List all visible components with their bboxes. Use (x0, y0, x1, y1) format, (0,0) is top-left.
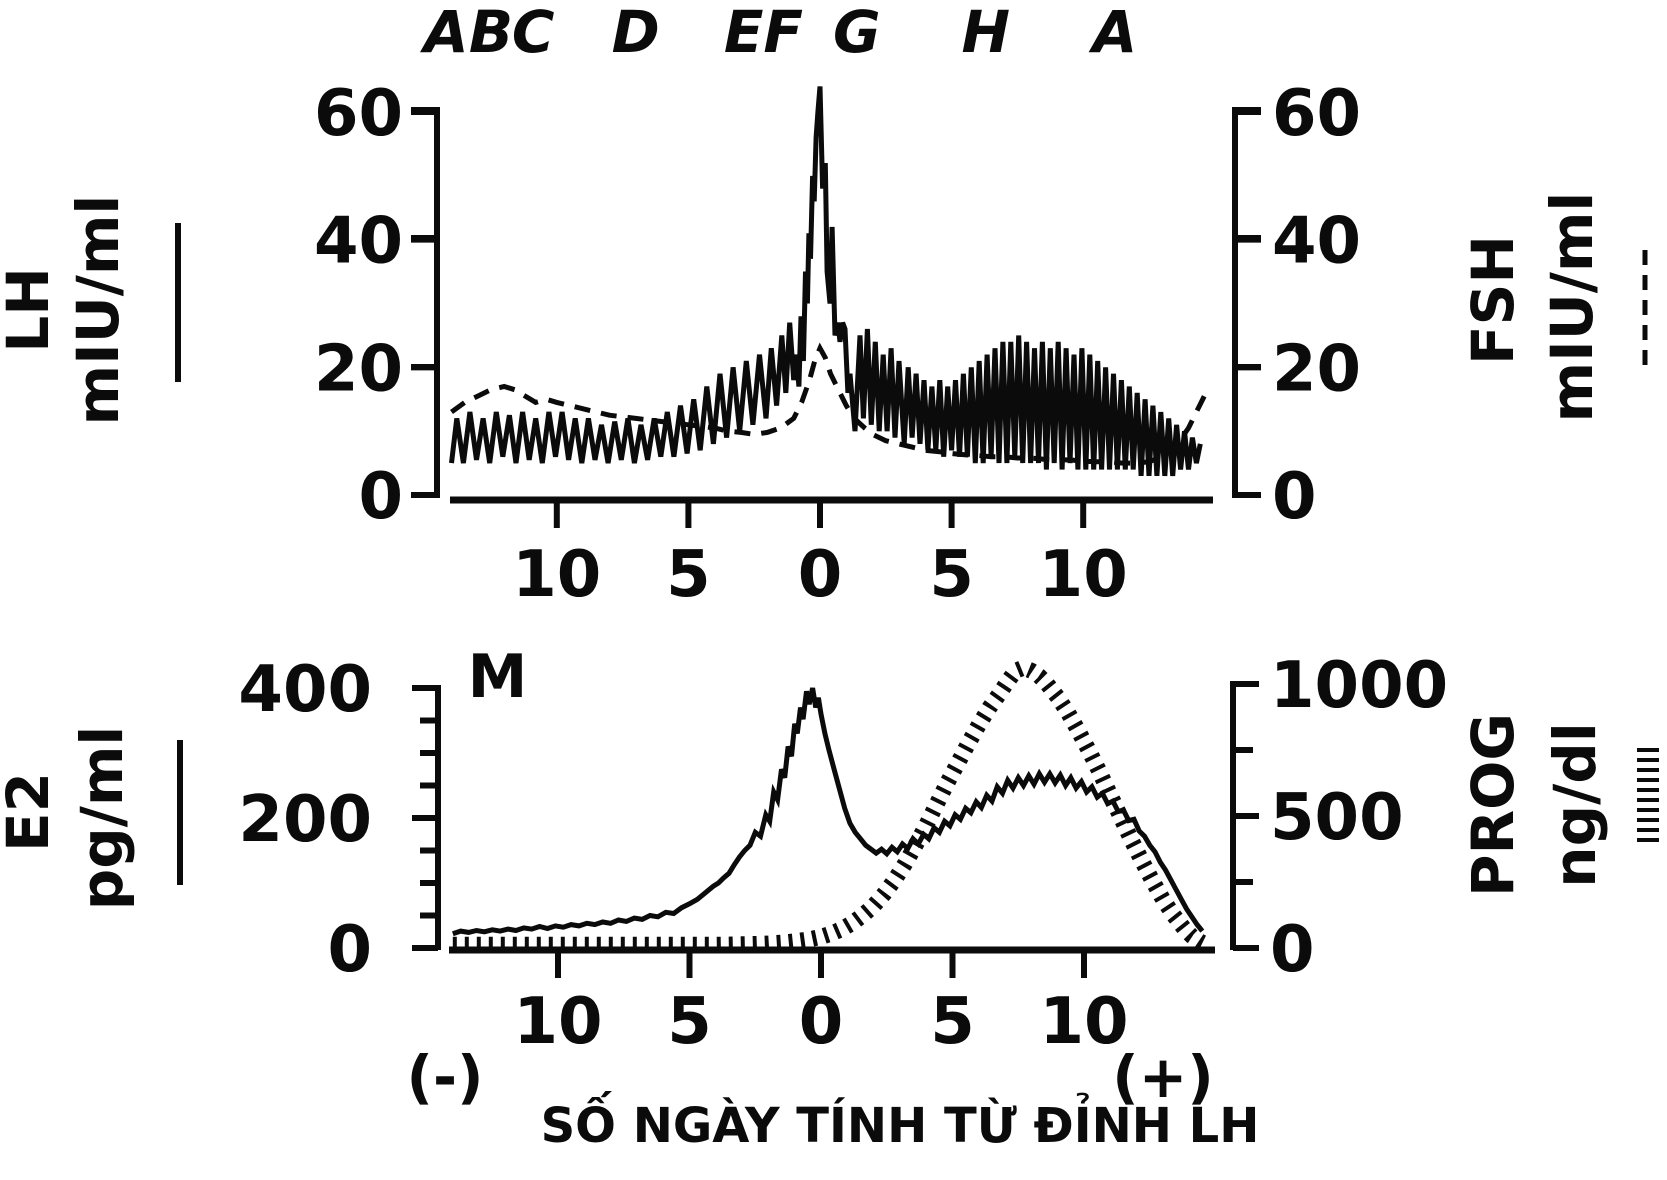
menses-marker: M (468, 642, 528, 712)
lh-axis-units: mIU/ml (64, 195, 132, 426)
bottom-chart-axes (177, 681, 1659, 954)
e2-axis-units: pg/ml (68, 726, 136, 911)
y-tick-label: 20 (314, 332, 403, 406)
e2-axis-title: E2 (0, 772, 62, 852)
series-e2 (452, 687, 1205, 937)
phase-letter-b: B (469, 0, 513, 66)
phase-letter-a: A (420, 0, 469, 66)
y-tick-label: 40 (1272, 205, 1361, 279)
y-tick-label: 0 (358, 460, 403, 534)
phase-letter-h: H (962, 0, 1011, 66)
minus-end-label: (-) (406, 1043, 483, 1111)
prog-axis-units: ng/dl (1541, 722, 1609, 887)
fsh-axis-units: mIU/ml (1538, 192, 1606, 423)
plus-end-label: (+) (1112, 1043, 1214, 1111)
phase-letter-a: A (1088, 0, 1137, 66)
phase-letter-e: E (724, 0, 764, 66)
fsh-axis-title: FSH (1459, 235, 1527, 365)
y-tick-label: 60 (314, 77, 403, 151)
y-tick-label: 0 (327, 913, 372, 987)
x-tick-label: 5 (929, 538, 974, 612)
x-tick-label: 5 (666, 538, 711, 612)
y-tick-label: 500 (1270, 781, 1404, 855)
x-tick-label: 10 (1039, 538, 1128, 612)
top-chart-axes (175, 107, 1648, 504)
generated-annotations: M (468, 642, 528, 712)
y-tick-label: 20 (1272, 332, 1361, 406)
x-tick-label: 10 (512, 538, 601, 612)
x-tick-label: 0 (798, 538, 843, 612)
x-tick-label: 10 (513, 985, 602, 1059)
y-tick-label: 40 (314, 205, 403, 279)
phase-letter-f: F (763, 0, 803, 66)
generated-ticks: 10 5 0 5 10 0 20 40 60 0 20 40 60 10 5 0 5 10 0 200 400 0 500 1… (238, 77, 1448, 1059)
series-lh (449, 86, 1203, 477)
top-left-axis-bracket (411, 107, 440, 498)
prog-axis-title: PROG (1459, 713, 1527, 897)
x-tick-label: 0 (799, 985, 844, 1059)
series-prog (452, 658, 1209, 953)
y-tick-label: 60 (1272, 77, 1361, 151)
y-tick-label: 400 (238, 653, 372, 727)
phase-letter-g: G (833, 0, 881, 66)
phase-letter-c: C (512, 0, 555, 66)
x-tick-label: 5 (930, 985, 975, 1059)
phase-letter-d: D (612, 0, 660, 66)
top-right-axis-bracket (1232, 107, 1261, 498)
x-tick-label: 5 (667, 985, 712, 1059)
y-tick-label: 200 (238, 783, 372, 857)
x-tick-label: 10 (1039, 985, 1128, 1059)
cycle-phase-letters: A BC D E F G H A (420, 0, 1137, 66)
y-tick-label: 1000 (1270, 649, 1448, 723)
y-tick-label: 0 (1272, 460, 1317, 534)
generated-series (449, 86, 1209, 953)
y-tick-label: 0 (1270, 913, 1315, 987)
x-axis-caption: SỐ NGÀY TÍNH TỪ ĐỈNH LH (541, 1091, 1260, 1154)
lh-axis-title: LH (0, 267, 62, 353)
